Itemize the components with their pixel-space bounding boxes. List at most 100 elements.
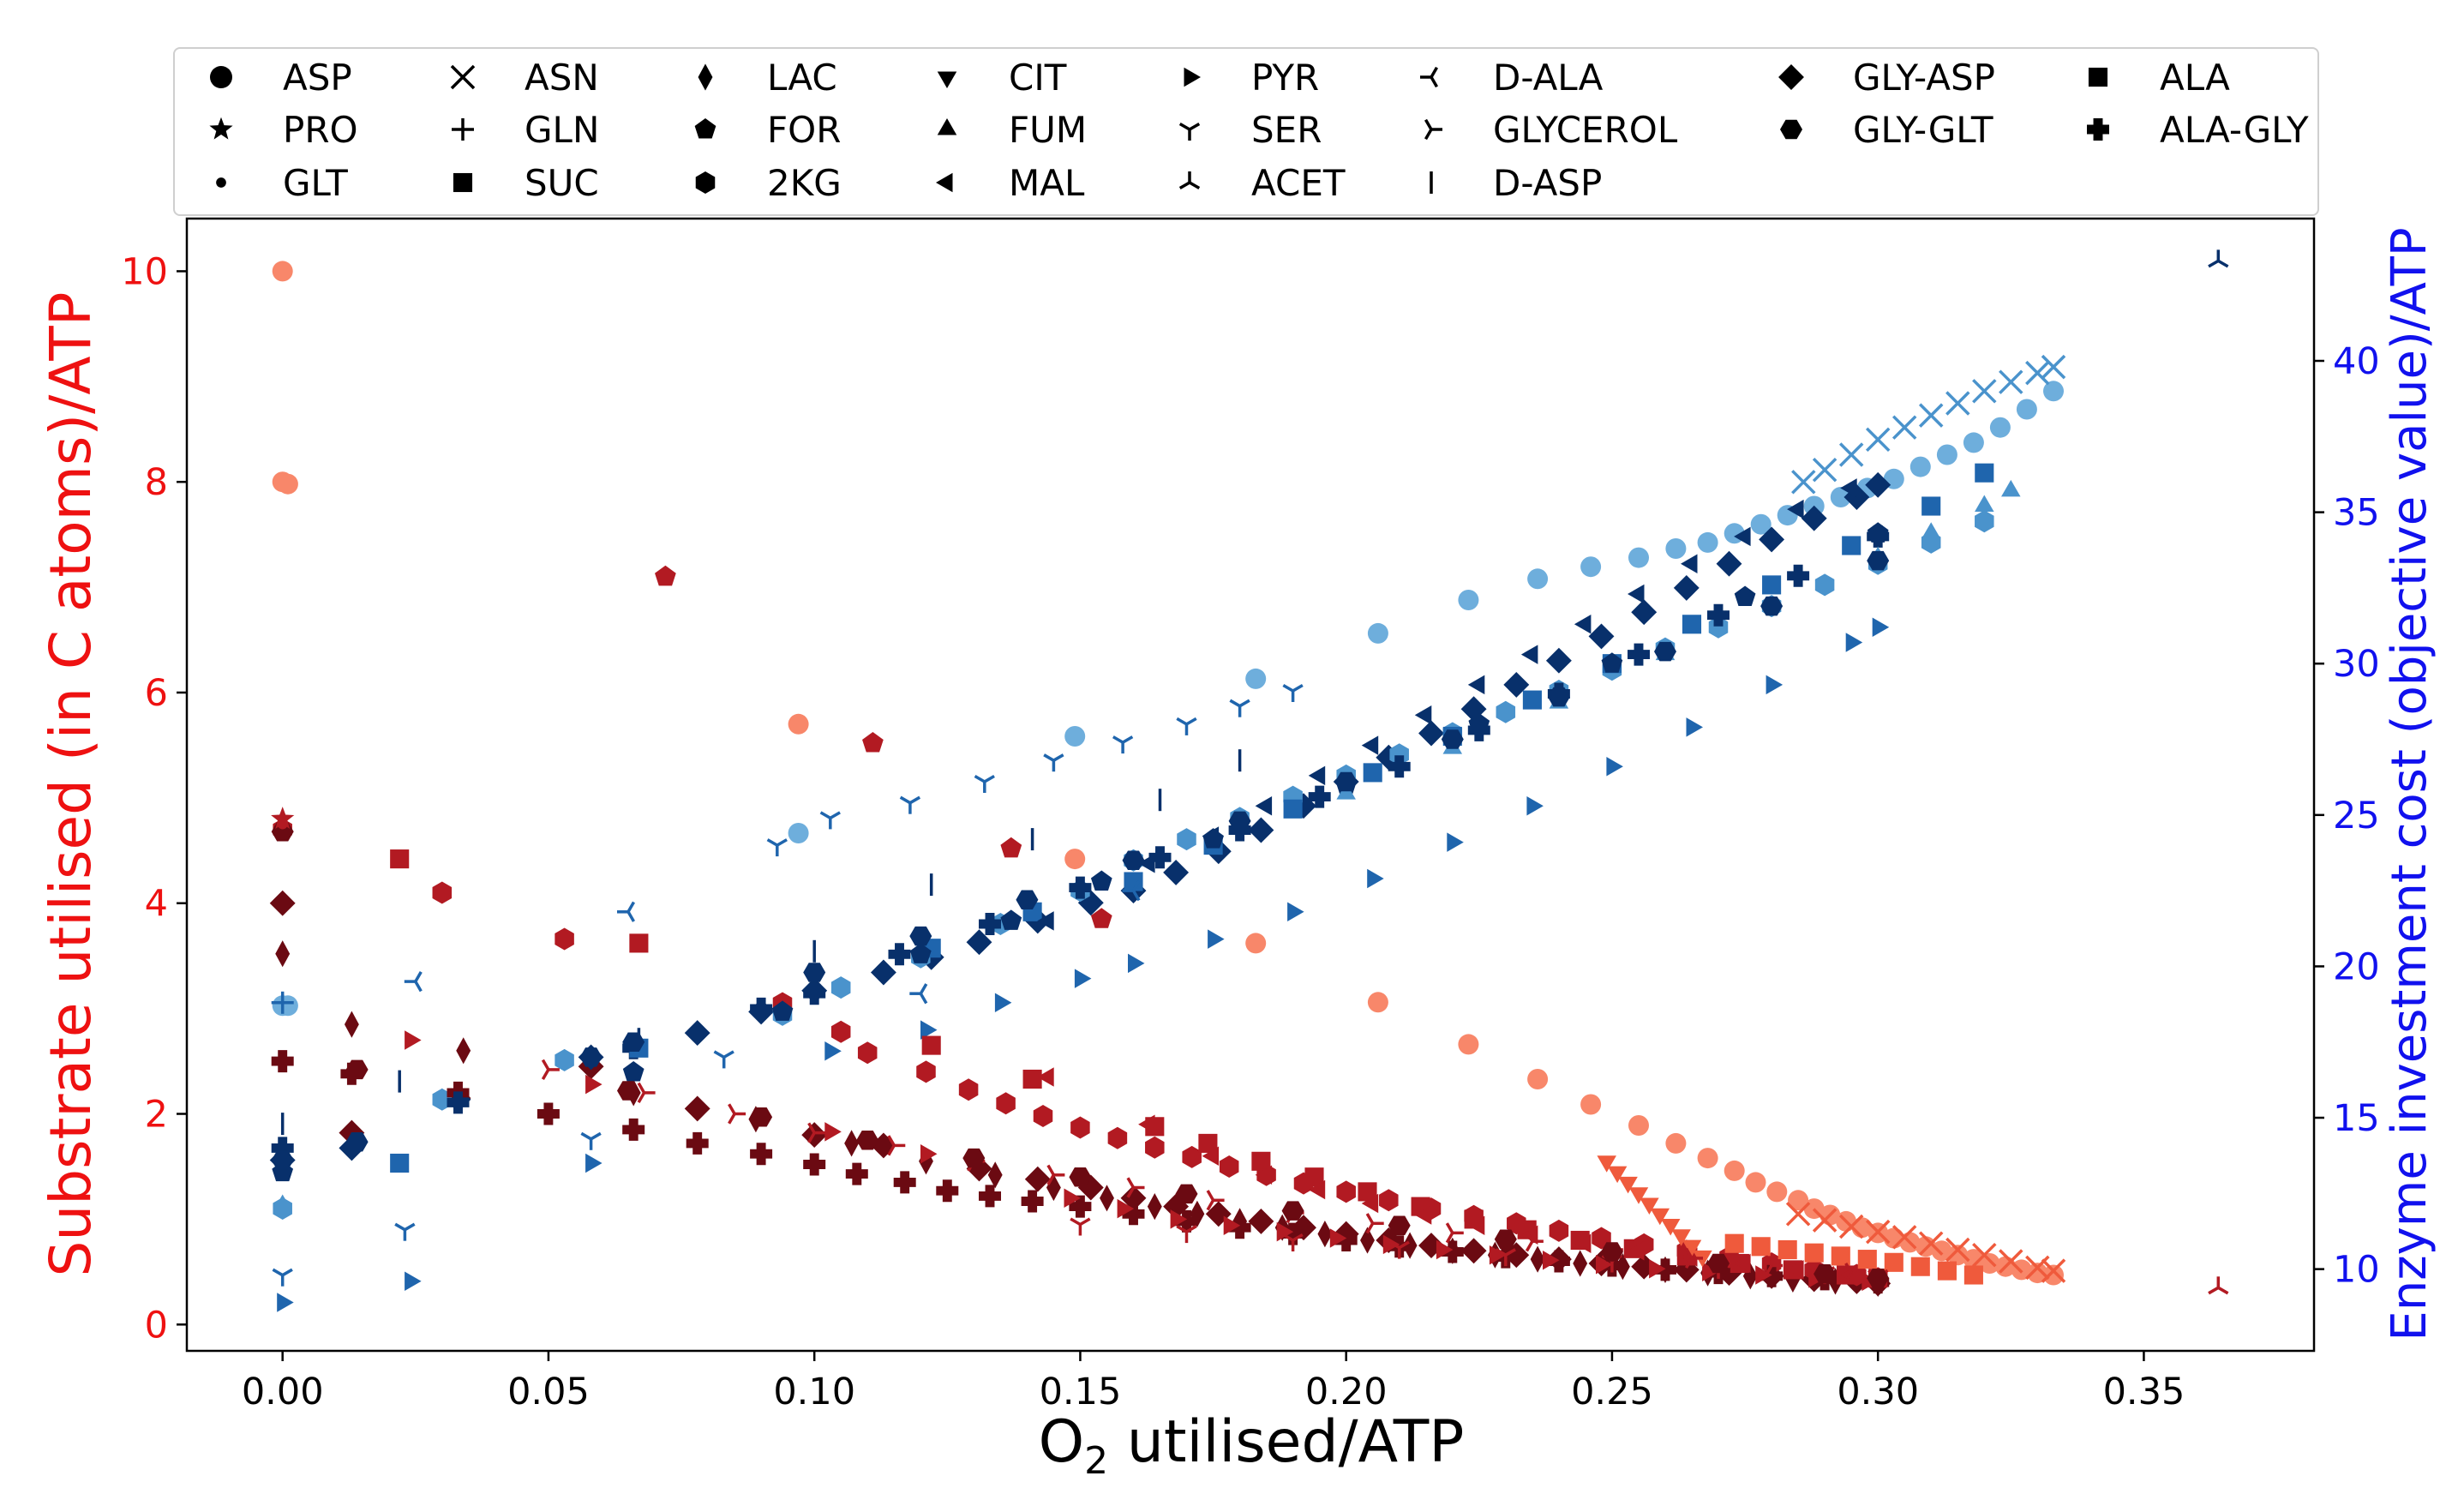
data-point bbox=[1148, 846, 1172, 869]
data-point bbox=[958, 1078, 979, 1101]
data-point bbox=[637, 1082, 656, 1104]
data-point bbox=[1526, 795, 1544, 816]
data-point bbox=[1972, 1242, 1997, 1268]
data-point bbox=[1872, 617, 1890, 638]
data-point bbox=[394, 1222, 416, 1241]
data-point bbox=[1175, 1209, 1198, 1233]
data-point bbox=[1388, 755, 1411, 778]
legend-marker-gly-asp-icon bbox=[1778, 64, 1804, 90]
data-point bbox=[617, 901, 636, 922]
data-point bbox=[1708, 615, 1729, 639]
legend-marker-pyr-icon bbox=[1184, 67, 1201, 87]
data-point bbox=[1671, 1229, 1691, 1246]
data-point bbox=[1865, 427, 1891, 453]
x-tick-label: 0.30 bbox=[1837, 1371, 1919, 1413]
data-point bbox=[1016, 890, 1039, 909]
data-point bbox=[1702, 1262, 1719, 1282]
data-point bbox=[1223, 1215, 1241, 1236]
legend-label-acet: ACET bbox=[1251, 162, 1346, 204]
legend-marker-gly-glt-icon bbox=[1780, 119, 1802, 140]
data-point bbox=[1842, 536, 1861, 555]
data-point bbox=[622, 1061, 644, 1082]
data-point bbox=[887, 1135, 906, 1156]
data-point bbox=[273, 1194, 292, 1211]
data-point bbox=[1628, 584, 1645, 604]
legend-label-2kg: 2KG bbox=[767, 162, 842, 204]
data-point bbox=[1145, 1136, 1165, 1159]
x-axis-label: O2 utilised/ATP bbox=[1039, 1408, 1465, 1483]
data-point bbox=[1628, 1187, 1649, 1204]
legend-marker-2kg-icon bbox=[695, 171, 716, 194]
legend-marker-asn-icon bbox=[450, 64, 476, 90]
data-point bbox=[1170, 1209, 1188, 1229]
data-point bbox=[803, 982, 826, 1005]
data-point bbox=[2043, 1264, 2064, 1286]
data-point bbox=[1163, 859, 1190, 885]
data-point bbox=[1909, 456, 1931, 477]
data-point bbox=[405, 1271, 422, 1292]
data-point bbox=[1308, 765, 1326, 786]
data-point bbox=[1467, 675, 1485, 695]
data-point bbox=[1202, 828, 1224, 849]
data-point bbox=[1255, 1165, 1273, 1185]
data-point bbox=[272, 1268, 293, 1287]
data-point bbox=[1070, 1116, 1090, 1139]
data-point bbox=[994, 993, 1012, 1013]
data-point bbox=[1024, 1166, 1051, 1192]
x-tick-label: 0.00 bbox=[242, 1371, 324, 1413]
data-point bbox=[1787, 564, 1810, 587]
y-right-tick-label: 15 bbox=[2333, 1097, 2380, 1140]
y-axis-right-label: Enzyme investment cost (objective value)… bbox=[2382, 227, 2437, 1341]
data-point bbox=[1117, 1198, 1135, 1219]
data-point bbox=[1975, 463, 1994, 483]
data-point bbox=[766, 838, 788, 857]
data-point bbox=[1724, 1233, 1744, 1253]
data-point bbox=[585, 1153, 603, 1173]
x-tick-label: 0.10 bbox=[773, 1371, 855, 1413]
data-point bbox=[1122, 1203, 1145, 1226]
data-point bbox=[1979, 1253, 2000, 1274]
data-point bbox=[1418, 720, 1444, 747]
data-point bbox=[1033, 1105, 1053, 1127]
data-point bbox=[1649, 1258, 1666, 1279]
data-point bbox=[750, 1107, 773, 1127]
data-point bbox=[1606, 757, 1623, 777]
data-point bbox=[1198, 1133, 1218, 1153]
data-point bbox=[1245, 668, 1267, 689]
data-point bbox=[916, 1060, 936, 1083]
legend-label-for: FOR bbox=[767, 109, 841, 151]
data-point bbox=[1245, 933, 1267, 954]
data-point bbox=[788, 823, 809, 843]
data-point bbox=[1597, 1155, 1616, 1173]
data-point bbox=[1037, 1067, 1054, 1087]
legend-marker-ala-gly-icon bbox=[2087, 118, 2109, 141]
data-point bbox=[1388, 1215, 1411, 1236]
data-point bbox=[830, 1020, 851, 1043]
data-point bbox=[1308, 1179, 1326, 1200]
data-point bbox=[1936, 444, 1957, 465]
data-point bbox=[1918, 1231, 1944, 1256]
data-point bbox=[1945, 391, 1970, 416]
data-point bbox=[1724, 1160, 1745, 1181]
data-point bbox=[979, 1185, 1001, 1208]
data-point bbox=[1126, 1177, 1145, 1198]
data-point bbox=[1804, 1243, 1824, 1263]
data-point bbox=[1522, 690, 1542, 710]
data-point bbox=[2208, 1276, 2229, 1295]
data-point bbox=[1503, 671, 1530, 698]
data-point bbox=[271, 807, 295, 829]
data-point bbox=[2027, 1263, 2048, 1284]
data-point bbox=[750, 997, 773, 1020]
data-point bbox=[1202, 1146, 1220, 1166]
data-point bbox=[1580, 556, 1602, 578]
data-point bbox=[1367, 868, 1384, 889]
data-point bbox=[807, 1122, 826, 1143]
data-point bbox=[1069, 1195, 1092, 1218]
data-point bbox=[271, 1137, 294, 1160]
data-point bbox=[1138, 854, 1155, 873]
data-point bbox=[617, 1081, 639, 1101]
x-tick-label: 0.35 bbox=[2103, 1371, 2185, 1413]
data-point bbox=[1547, 687, 1570, 707]
data-point bbox=[271, 991, 294, 1014]
data-point bbox=[1891, 415, 1917, 440]
